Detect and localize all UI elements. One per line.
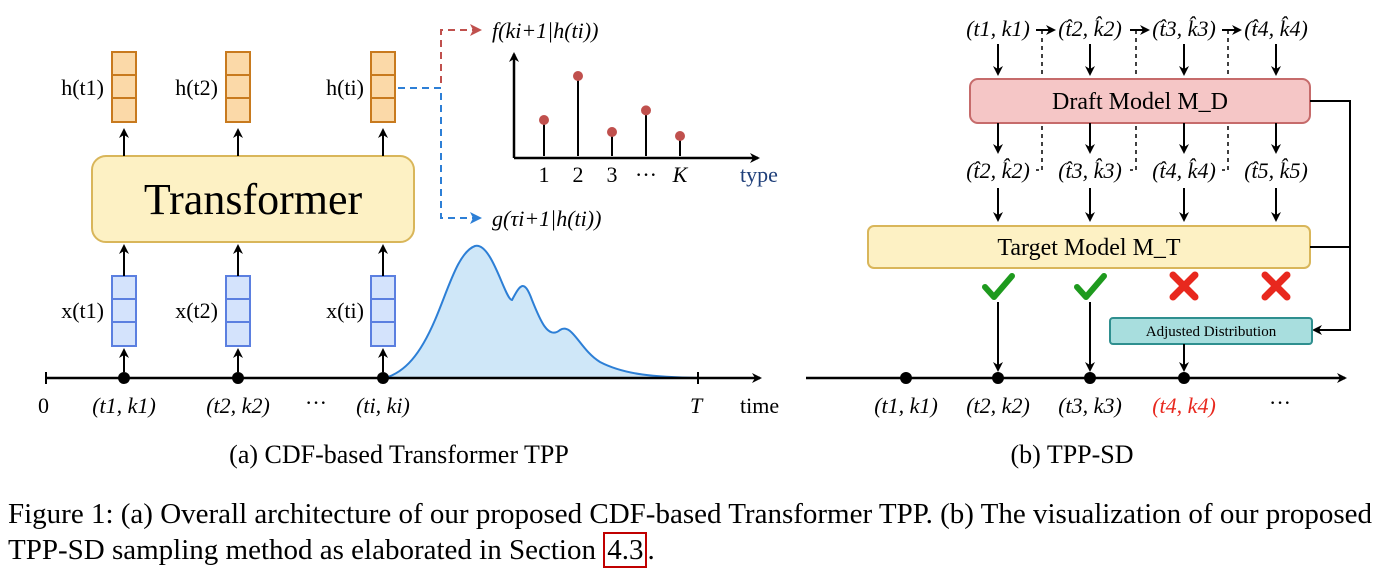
adjusted-distribution-label: Adjusted Distribution [1146, 324, 1277, 340]
accept-check-icon [982, 273, 1015, 300]
stem-tick-label: 2 [573, 162, 584, 187]
stem-tick-label: 1 [539, 162, 550, 187]
input-label: x(ti) [326, 298, 364, 323]
origin-label: 0 [38, 393, 49, 418]
hidden-column-2 [225, 51, 251, 156]
adjusted-distribution-block [1109, 317, 1313, 345]
draft-output-label: (t̂5, k̂5) [1244, 158, 1308, 183]
hidden-label: h(t2) [175, 75, 218, 100]
type-axis-label: type [740, 162, 778, 187]
input-vector [111, 275, 137, 347]
stem-point [573, 71, 583, 81]
timeline-label: (t2, k2) [966, 393, 1030, 418]
figure-caption-end: . [647, 534, 655, 566]
hidden-vector [225, 51, 251, 123]
top-label: (t̂3, k̂3) [1152, 16, 1216, 41]
panel-b-caption: (b) TPP-SD [1010, 440, 1133, 469]
top-label: (t̂4, k̂4) [1244, 16, 1308, 41]
stem-tick-label: K [672, 162, 689, 187]
end-label: T [690, 393, 704, 418]
hidden-vector [111, 51, 137, 123]
stem-point [539, 115, 549, 125]
hidden-label: h(t1) [61, 75, 104, 100]
hidden-column-1 [111, 51, 137, 156]
event-label: (t2, k2) [206, 393, 270, 418]
stem-tick-label: 3 [607, 162, 618, 187]
timeline-label-rejected: (t4, k4) [1152, 393, 1216, 418]
draft-output-label: (t̂4, k̂4) [1152, 158, 1216, 183]
panel-a: 0 T time (t1, k1) (t2, k2) ··· (ti, ki) [38, 18, 779, 469]
reject-cross-icon [1261, 271, 1291, 301]
timeline-label: (t1, k1) [874, 393, 938, 418]
event-dot [900, 372, 912, 384]
panel-a-caption: (a) CDF-based Transformer TPP [229, 440, 569, 469]
input-label: x(t2) [175, 298, 218, 323]
type-stem-plot [539, 71, 685, 156]
hidden-label: h(ti) [326, 75, 364, 100]
stem-point [675, 131, 685, 141]
type-distribution-connector [398, 24, 482, 89]
ellipsis: ··· [305, 390, 327, 415]
draft-output-label: (t̂2, k̂2) [966, 158, 1030, 183]
event-label: (t1, k1) [92, 393, 156, 418]
stem-tick-label: ··· [635, 162, 657, 187]
input-column-1 [111, 244, 137, 372]
hidden-vector [370, 51, 396, 123]
draft-model-label: Draft Model M_D [1052, 89, 1228, 115]
event-dot [118, 372, 130, 384]
draft-output-label: (t̂3, k̂3) [1058, 158, 1122, 183]
section-reference-link[interactable]: 4.3 [603, 532, 648, 568]
event-dot [1178, 372, 1190, 384]
transformer-label: Transformer [144, 175, 363, 224]
time-distribution-connector [398, 87, 482, 224]
stem-point [607, 127, 617, 137]
event-dot [232, 372, 244, 384]
event-dot [1084, 372, 1096, 384]
input-column-2 [225, 244, 251, 372]
top-label: (t̂2, k̂2) [1058, 16, 1122, 41]
figure-caption-text: Figure 1: (a) Overall architecture of ou… [8, 498, 1373, 566]
figure-caption: Figure 1: (a) Overall architecture of ou… [8, 496, 1383, 568]
event-label: (ti, ki) [356, 393, 410, 418]
type-distribution-label: f(ki+1|h(ti)) [492, 18, 598, 43]
input-vector [225, 275, 251, 347]
input-column-i [370, 244, 396, 372]
target-model-label: Target Model M_T [997, 235, 1181, 261]
hidden-column-i [370, 51, 396, 156]
input-label: x(t1) [61, 298, 104, 323]
input-vector [370, 275, 396, 347]
reject-cross-icon [1169, 271, 1199, 301]
time-axis-label: time [740, 393, 779, 418]
timeline-label: (t3, k3) [1058, 393, 1122, 418]
ellipsis: ··· [1269, 390, 1291, 415]
panel-b: (t1, k1) (t̂2, k̂2) (t̂3, k̂3) (t̂4, k̂4… [806, 16, 1351, 469]
top-label: (t1, k1) [966, 16, 1030, 41]
stem-point [641, 105, 651, 116]
event-dot [377, 372, 389, 384]
time-density-curve [384, 244, 701, 379]
event-dot [992, 372, 1004, 384]
time-distribution-label: g(τi+1|h(ti)) [492, 206, 601, 231]
transformer-block [91, 155, 415, 243]
accept-check-icon [1074, 273, 1107, 300]
figure-canvas: 0 T time (t1, k1) (t2, k2) ··· (ti, ki) [38, 16, 1351, 469]
